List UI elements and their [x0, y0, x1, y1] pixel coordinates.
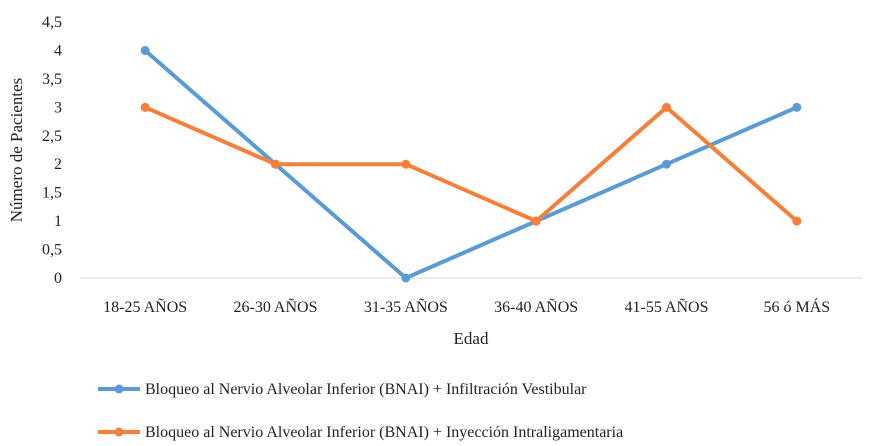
x-tick-label: 18-25 AÑOS	[103, 298, 187, 316]
x-tick-label: 36-40 AÑOS	[494, 298, 578, 316]
y-axis-label: Número de Pacientes	[7, 78, 26, 222]
data-point-series-1	[662, 159, 671, 169]
y-tick-label: 3,5	[42, 71, 62, 88]
series-lines	[143, 48, 799, 280]
x-tick-label: 41-55 AÑOS	[624, 298, 708, 316]
y-tick-label: 4	[54, 42, 62, 59]
x-tick-labels: 18-25 AÑOS 26-30 AÑOS 31-35 AÑOS 36-40 AÑOS…	[103, 297, 830, 316]
legend-swatch-marker	[114, 384, 124, 394]
x-tick-label: 31-35 AÑOS	[364, 298, 448, 316]
y-tick-label: 1,5	[42, 185, 62, 202]
legend-label: Bloqueo al Nervio Alveolar Inferior (BNA…	[145, 381, 587, 398]
data-point-series-1	[140, 45, 150, 55]
data-point-series-2	[271, 159, 280, 169]
data-point-series-2	[792, 216, 802, 226]
y-tick-label: 2	[54, 156, 62, 173]
data-point-series-2	[662, 102, 671, 112]
series-line-1	[143, 48, 799, 280]
series-points	[140, 45, 802, 283]
y-tick-label: 0	[54, 270, 62, 287]
x-axis-label: Edad	[454, 329, 489, 348]
series-line-2	[143, 105, 799, 224]
data-point-series-1	[792, 102, 802, 112]
y-tick-label: 4,5	[42, 14, 62, 31]
y-tick-labels: 0 0,5 1 1,5 2 2,5 3 3,5 4 4,5	[42, 14, 62, 287]
data-point-series-2	[140, 102, 150, 112]
legend: Bloqueo al Nervio Alveolar Inferior (BNA…	[98, 381, 623, 441]
data-point-series-1	[401, 273, 411, 283]
legend-label: Bloqueo al Nervio Alveolar Inferior (BNA…	[145, 424, 623, 441]
y-tick-label: 3	[54, 99, 62, 116]
y-tick-label: 1	[54, 213, 62, 230]
x-tick-label: 56 ó MÁS	[763, 297, 830, 316]
legend-swatch-marker	[114, 427, 124, 437]
y-tick-label: 2,5	[42, 128, 62, 145]
x-tick-label: 26-30 AÑOS	[233, 298, 317, 316]
data-point-series-2	[401, 159, 411, 169]
y-tick-label: 0,5	[42, 242, 62, 259]
data-point-series-2	[531, 216, 541, 226]
